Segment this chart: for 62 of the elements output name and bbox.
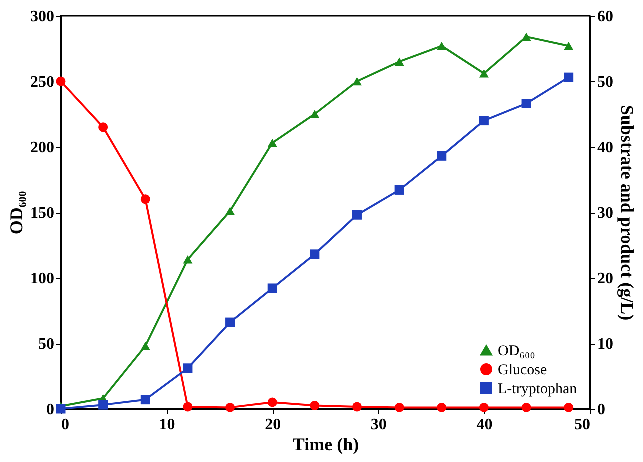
point — [226, 318, 236, 328]
legend-label: L-tryptophan — [498, 382, 578, 398]
y2-tick-label: 60 — [598, 8, 614, 26]
x-tick-label: 30 — [370, 416, 387, 434]
point — [479, 70, 489, 78]
point — [226, 207, 236, 216]
point — [437, 42, 447, 50]
x-tick-label: 10 — [159, 416, 176, 434]
point — [183, 256, 193, 264]
point — [140, 194, 150, 204]
y2-tick-label: 0 — [598, 402, 606, 418]
point — [268, 284, 278, 294]
y-tick-label: 300 — [30, 8, 54, 26]
point — [522, 32, 532, 42]
y2-tick-label: 20 — [598, 270, 614, 288]
y2-tick-label: 50 — [598, 74, 614, 91]
x-tick-label: 0 — [62, 416, 70, 434]
legend-label: Glucose — [498, 362, 548, 378]
point — [352, 77, 362, 86]
point — [310, 400, 320, 410]
point — [394, 58, 404, 66]
point — [310, 250, 320, 260]
point — [479, 402, 489, 412]
legend-label: OD₆₀₀ — [498, 344, 536, 360]
y-tick-label: 150 — [30, 205, 54, 222]
point — [98, 400, 108, 410]
y-tick-label: 50 — [38, 336, 54, 353]
point — [522, 402, 532, 412]
y2-tick-label: 30 — [598, 205, 614, 222]
point — [268, 138, 278, 148]
y-tick-label: 200 — [30, 140, 54, 156]
y-tick-label: 250 — [30, 74, 54, 91]
point — [183, 402, 193, 412]
point — [140, 342, 150, 350]
y-axis-title: OD₆₀₀ — [6, 191, 26, 235]
x-tick-label: 50 — [574, 416, 590, 434]
x-axis-title: Time (h) — [292, 434, 360, 454]
x-tick-label: 40 — [476, 416, 493, 434]
point — [437, 151, 447, 161]
y-tick-label: 100 — [30, 270, 54, 288]
point — [98, 122, 108, 132]
point — [140, 395, 150, 405]
point — [522, 99, 532, 109]
x-tick-label: 20 — [265, 416, 282, 434]
point — [183, 364, 193, 374]
point — [352, 210, 362, 220]
point — [226, 402, 236, 412]
point — [394, 185, 404, 195]
point — [310, 110, 320, 118]
point — [394, 402, 404, 412]
point — [564, 402, 574, 412]
y-tick-label: 0 — [46, 402, 54, 418]
point — [268, 398, 278, 408]
point — [564, 72, 574, 82]
point — [352, 402, 362, 412]
y2-tick-label: 10 — [598, 336, 614, 353]
point — [56, 76, 66, 86]
y2-tick-label: 40 — [598, 140, 614, 156]
y2-axis-title: Substrate and product (g/L) — [618, 105, 638, 321]
point — [437, 402, 447, 412]
point — [479, 116, 489, 126]
point — [564, 42, 574, 50]
